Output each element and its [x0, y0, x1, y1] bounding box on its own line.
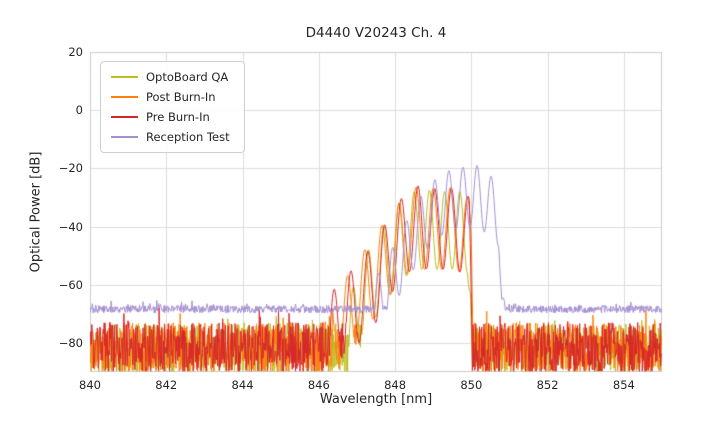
- legend-item: Reception Test: [111, 130, 230, 144]
- legend-swatch: [111, 116, 138, 118]
- legend-item: Pre Burn-In: [111, 110, 230, 124]
- x-tick-label: 846: [307, 378, 330, 392]
- y-axis-label: Optical Power [dB]: [28, 151, 44, 273]
- y-tick-label: −80: [58, 335, 83, 350]
- x-tick-label: 848: [384, 378, 407, 392]
- legend-item: Post Burn-In: [111, 90, 230, 104]
- legend-label: OptoBoard QA: [146, 70, 229, 84]
- x-tick-label: 844: [231, 378, 254, 392]
- y-tick-label: −40: [58, 219, 83, 234]
- legend-swatch: [111, 136, 138, 138]
- x-tick-label: 842: [155, 378, 178, 392]
- legend-swatch: [111, 76, 138, 78]
- x-tick-label: 854: [612, 378, 635, 392]
- legend-label: Pre Burn-In: [146, 110, 210, 124]
- legend-label: Post Burn-In: [146, 90, 216, 104]
- chart-title: D4440 V20243 Ch. 4: [305, 25, 447, 41]
- x-tick-label: 852: [536, 378, 559, 392]
- y-tick-label: 0: [75, 103, 83, 118]
- legend-item: OptoBoard QA: [111, 70, 230, 84]
- legend: OptoBoard QA Post Burn-In Pre Burn-In Recep…: [100, 61, 245, 153]
- legend-label: Reception Test: [146, 130, 230, 144]
- y-tick-label: −60: [58, 277, 83, 292]
- x-tick-label: 850: [460, 378, 483, 392]
- x-axis-label: Wavelength [nm]: [319, 392, 433, 407]
- y-tick-label: −20: [58, 161, 83, 176]
- x-tick-label: 840: [79, 378, 101, 392]
- legend-swatch: [111, 96, 138, 98]
- y-tick-label: 20: [68, 45, 83, 59]
